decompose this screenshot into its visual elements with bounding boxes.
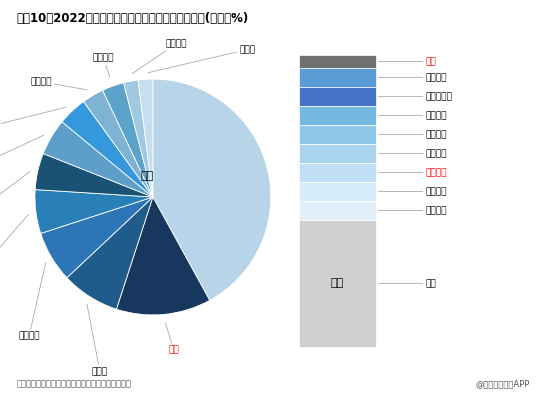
Wedge shape xyxy=(116,197,210,315)
Text: 大博医疗: 大博医疗 xyxy=(93,53,114,78)
Bar xyxy=(300,182,376,201)
Text: @前瞻经济学人APP: @前瞻经济学人APP xyxy=(475,379,530,388)
Text: 爱泰医疗: 爱泰医疗 xyxy=(132,39,187,74)
Text: 类赋力: 类赋力 xyxy=(0,108,66,131)
Bar xyxy=(300,68,376,87)
Text: 德翰拜尔: 德翰拜尔 xyxy=(378,187,447,196)
Text: 资料来源：《中国医疗器械蓝皮书》前瞻产业研究院: 资料来源：《中国医疗器械蓝皮书》前瞻产业研究院 xyxy=(16,379,132,388)
Text: 正天医疗: 正天医疗 xyxy=(0,135,44,176)
Text: 其他: 其他 xyxy=(378,279,436,288)
Wedge shape xyxy=(153,79,271,300)
Bar xyxy=(300,106,376,125)
Text: 索谭聚托: 索谭聚托 xyxy=(378,168,447,177)
Text: 施乐辉: 施乐辉 xyxy=(87,304,108,376)
Wedge shape xyxy=(84,90,153,197)
Bar xyxy=(300,201,376,220)
Text: 三友医疗: 三友医疗 xyxy=(378,73,447,82)
Text: 科惠医疗: 科惠医疗 xyxy=(378,111,447,120)
Wedge shape xyxy=(103,83,153,197)
Wedge shape xyxy=(67,197,153,309)
Text: 爱得科技: 爱得科技 xyxy=(378,130,447,139)
Text: 威高骨科: 威高骨科 xyxy=(0,215,28,286)
Text: 赛立医疗: 赛立医疗 xyxy=(30,77,87,90)
Wedge shape xyxy=(35,190,153,233)
Text: 捷迈邦美: 捷迈邦美 xyxy=(19,263,46,341)
Bar xyxy=(300,125,376,144)
Text: 欣荣博尔特: 欣荣博尔特 xyxy=(378,92,452,101)
Wedge shape xyxy=(138,79,153,197)
Text: 图表10：2022年中国骨科植入医疗器械行业竞争格局(单位：%): 图表10：2022年中国骨科植入医疗器械行业竞争格局(单位：%) xyxy=(16,12,248,25)
Bar xyxy=(300,220,376,347)
Text: 林克: 林克 xyxy=(378,57,436,66)
Wedge shape xyxy=(123,80,153,197)
Bar xyxy=(300,87,376,106)
Text: 机利塞: 机利塞 xyxy=(148,45,256,73)
Text: 其他: 其他 xyxy=(331,278,344,288)
Text: 微创医疗: 微创医疗 xyxy=(378,206,447,215)
Wedge shape xyxy=(43,122,153,197)
Bar xyxy=(300,144,376,163)
Wedge shape xyxy=(62,102,153,197)
Wedge shape xyxy=(35,154,153,197)
Text: 华森医疗: 华森医疗 xyxy=(378,149,447,158)
Text: 其他: 其他 xyxy=(140,171,153,181)
Wedge shape xyxy=(41,197,153,278)
Text: 强生: 强生 xyxy=(165,323,180,355)
Bar xyxy=(300,163,376,182)
Bar xyxy=(300,55,376,68)
Text: 安塞克: 安塞克 xyxy=(0,172,30,227)
